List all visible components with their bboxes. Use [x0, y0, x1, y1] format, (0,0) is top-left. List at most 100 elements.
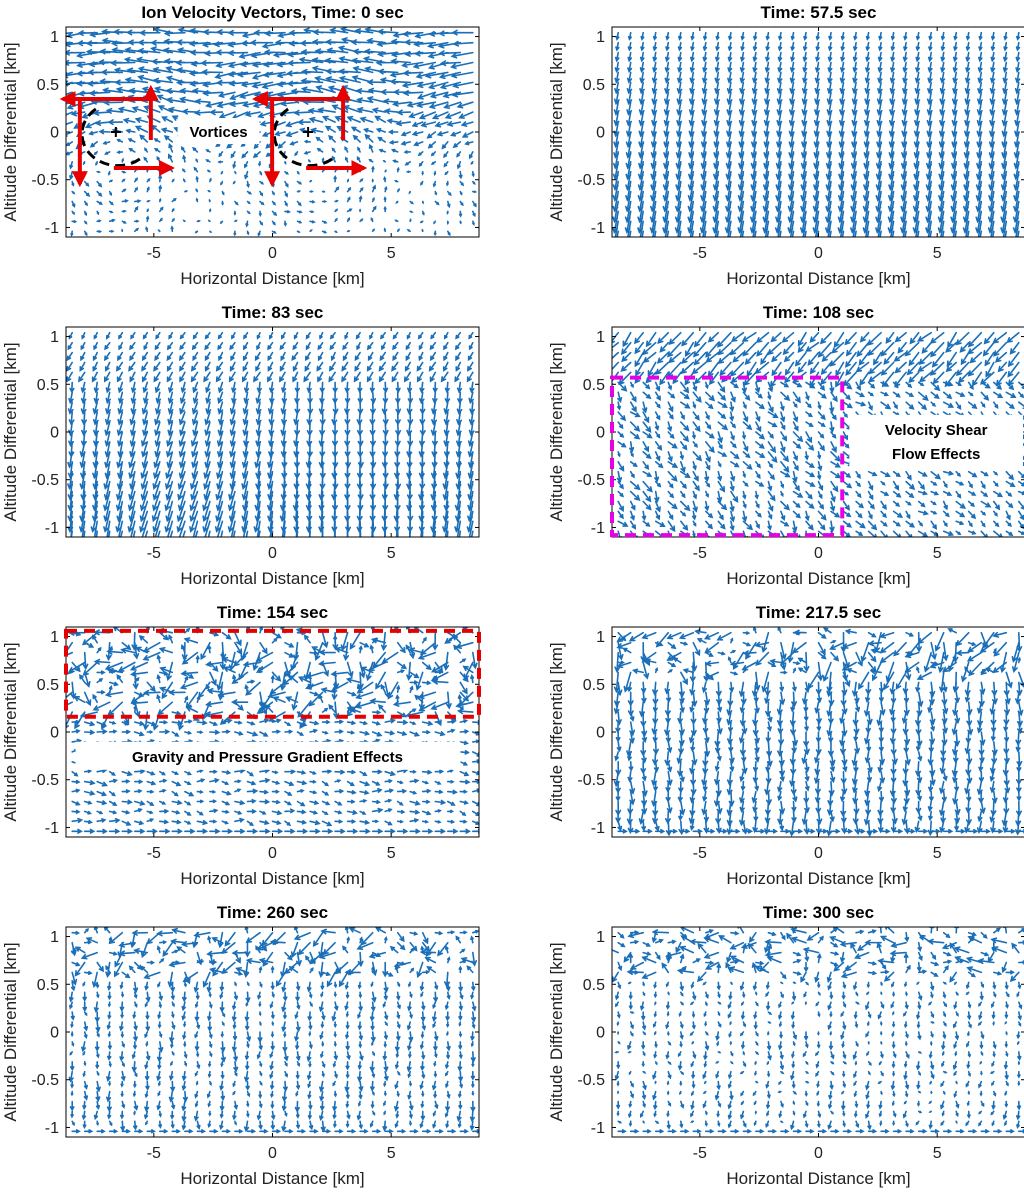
velocity-vector	[768, 412, 777, 417]
velocity-vector	[283, 1042, 287, 1051]
velocity-vector	[147, 188, 149, 192]
velocity-vector	[321, 1052, 323, 1057]
velocity-vector	[731, 482, 734, 491]
velocity-vector	[118, 372, 123, 381]
velocity-vector	[423, 830, 432, 834]
velocity-vector	[370, 145, 373, 152]
velocity-vector	[423, 811, 430, 814]
velocity-vector	[210, 179, 211, 182]
velocity-vector	[470, 343, 473, 349]
velocity-vector	[666, 33, 668, 40]
velocity-vector	[969, 472, 976, 477]
velocity-vector	[340, 972, 348, 985]
velocity-vector	[693, 511, 696, 519]
velocity-vector	[1017, 633, 1021, 651]
velocity-vector	[210, 771, 216, 773]
velocity-vector	[969, 663, 981, 676]
velocity-vector	[718, 652, 724, 654]
x-tick-label: 5	[387, 245, 396, 262]
velocity-vector	[706, 382, 708, 387]
velocity-vector	[1019, 392, 1023, 397]
velocity-vector	[815, 92, 819, 103]
velocity-vector	[1004, 742, 1008, 753]
velocity-vector	[108, 992, 110, 998]
velocity-vector	[110, 1130, 117, 1133]
velocity-vector	[956, 531, 960, 534]
velocity-vector	[320, 333, 323, 339]
velocity-vector	[348, 771, 355, 774]
velocity-vector	[869, 521, 877, 529]
velocity-vector	[360, 821, 368, 824]
velocity-vector	[1017, 772, 1021, 784]
velocity-vector	[678, 53, 681, 61]
velocity-vector	[97, 231, 100, 232]
velocity-vector	[953, 72, 957, 82]
velocity-vector	[220, 982, 223, 990]
velocity-vector	[452, 72, 473, 77]
velocity-vector	[163, 943, 172, 956]
velocity-vector	[172, 199, 175, 202]
velocity-vector	[681, 402, 689, 408]
velocity-vector	[94, 343, 97, 349]
velocity-vector	[97, 182, 101, 187]
velocity-vector	[235, 221, 236, 222]
velocity-vector	[630, 442, 634, 451]
velocity-vector	[373, 722, 380, 725]
velocity-vector	[231, 402, 235, 413]
velocity-vector	[930, 792, 933, 801]
velocity-vector	[459, 709, 473, 713]
velocity-vector	[731, 382, 738, 387]
velocity-vector	[335, 730, 342, 733]
velocity-vector	[421, 1062, 424, 1070]
velocity-vector	[97, 792, 105, 796]
velocity-vector	[385, 188, 387, 192]
velocity-vector	[869, 511, 872, 518]
velocity-vector	[160, 790, 165, 792]
velocity-vector	[993, 792, 997, 803]
velocity-vector	[653, 682, 657, 694]
velocity-vector	[94, 392, 98, 402]
velocity-vector	[829, 33, 832, 40]
velocity-vector	[878, 802, 882, 815]
velocity-vector	[804, 732, 808, 746]
velocity-vector	[72, 932, 78, 934]
velocity-vector	[254, 152, 260, 157]
velocity-vector	[83, 1072, 85, 1076]
velocity-vector	[635, 333, 643, 343]
velocity-vector	[629, 692, 633, 705]
velocity-vector	[731, 672, 737, 674]
velocity-vector	[370, 412, 374, 424]
velocity-vector	[806, 472, 814, 477]
velocity-vector	[920, 372, 931, 381]
velocity-vector	[310, 1130, 317, 1133]
velocity-vector	[97, 811, 102, 813]
velocity-vector	[668, 802, 672, 813]
velocity-vector	[943, 643, 947, 660]
velocity-vector	[643, 663, 648, 679]
velocity-vector	[168, 972, 172, 986]
velocity-vector	[865, 702, 869, 715]
velocity-vector	[371, 982, 372, 985]
velocity-vector	[371, 402, 375, 413]
velocity-vector	[235, 1102, 238, 1109]
velocity-vector	[182, 1111, 185, 1120]
velocity-vector	[310, 821, 319, 824]
velocity-vector	[120, 951, 135, 955]
velocity-vector	[891, 732, 895, 743]
velocity-vector	[944, 521, 947, 526]
velocity-vector	[178, 947, 185, 953]
velocity-vector	[631, 432, 639, 439]
velocity-vector	[433, 382, 437, 391]
velocity-vector	[310, 201, 314, 203]
velocity-vector	[693, 432, 695, 438]
velocity-vector	[731, 492, 738, 502]
velocity-vector	[347, 1092, 349, 1098]
velocity-vector	[384, 178, 386, 182]
velocity-vector	[766, 43, 769, 50]
velocity-vector	[194, 392, 198, 402]
velocity-vector	[383, 402, 387, 413]
velocity-vector	[658, 353, 668, 363]
velocity-vector	[680, 702, 684, 712]
velocity-vector	[308, 392, 312, 402]
